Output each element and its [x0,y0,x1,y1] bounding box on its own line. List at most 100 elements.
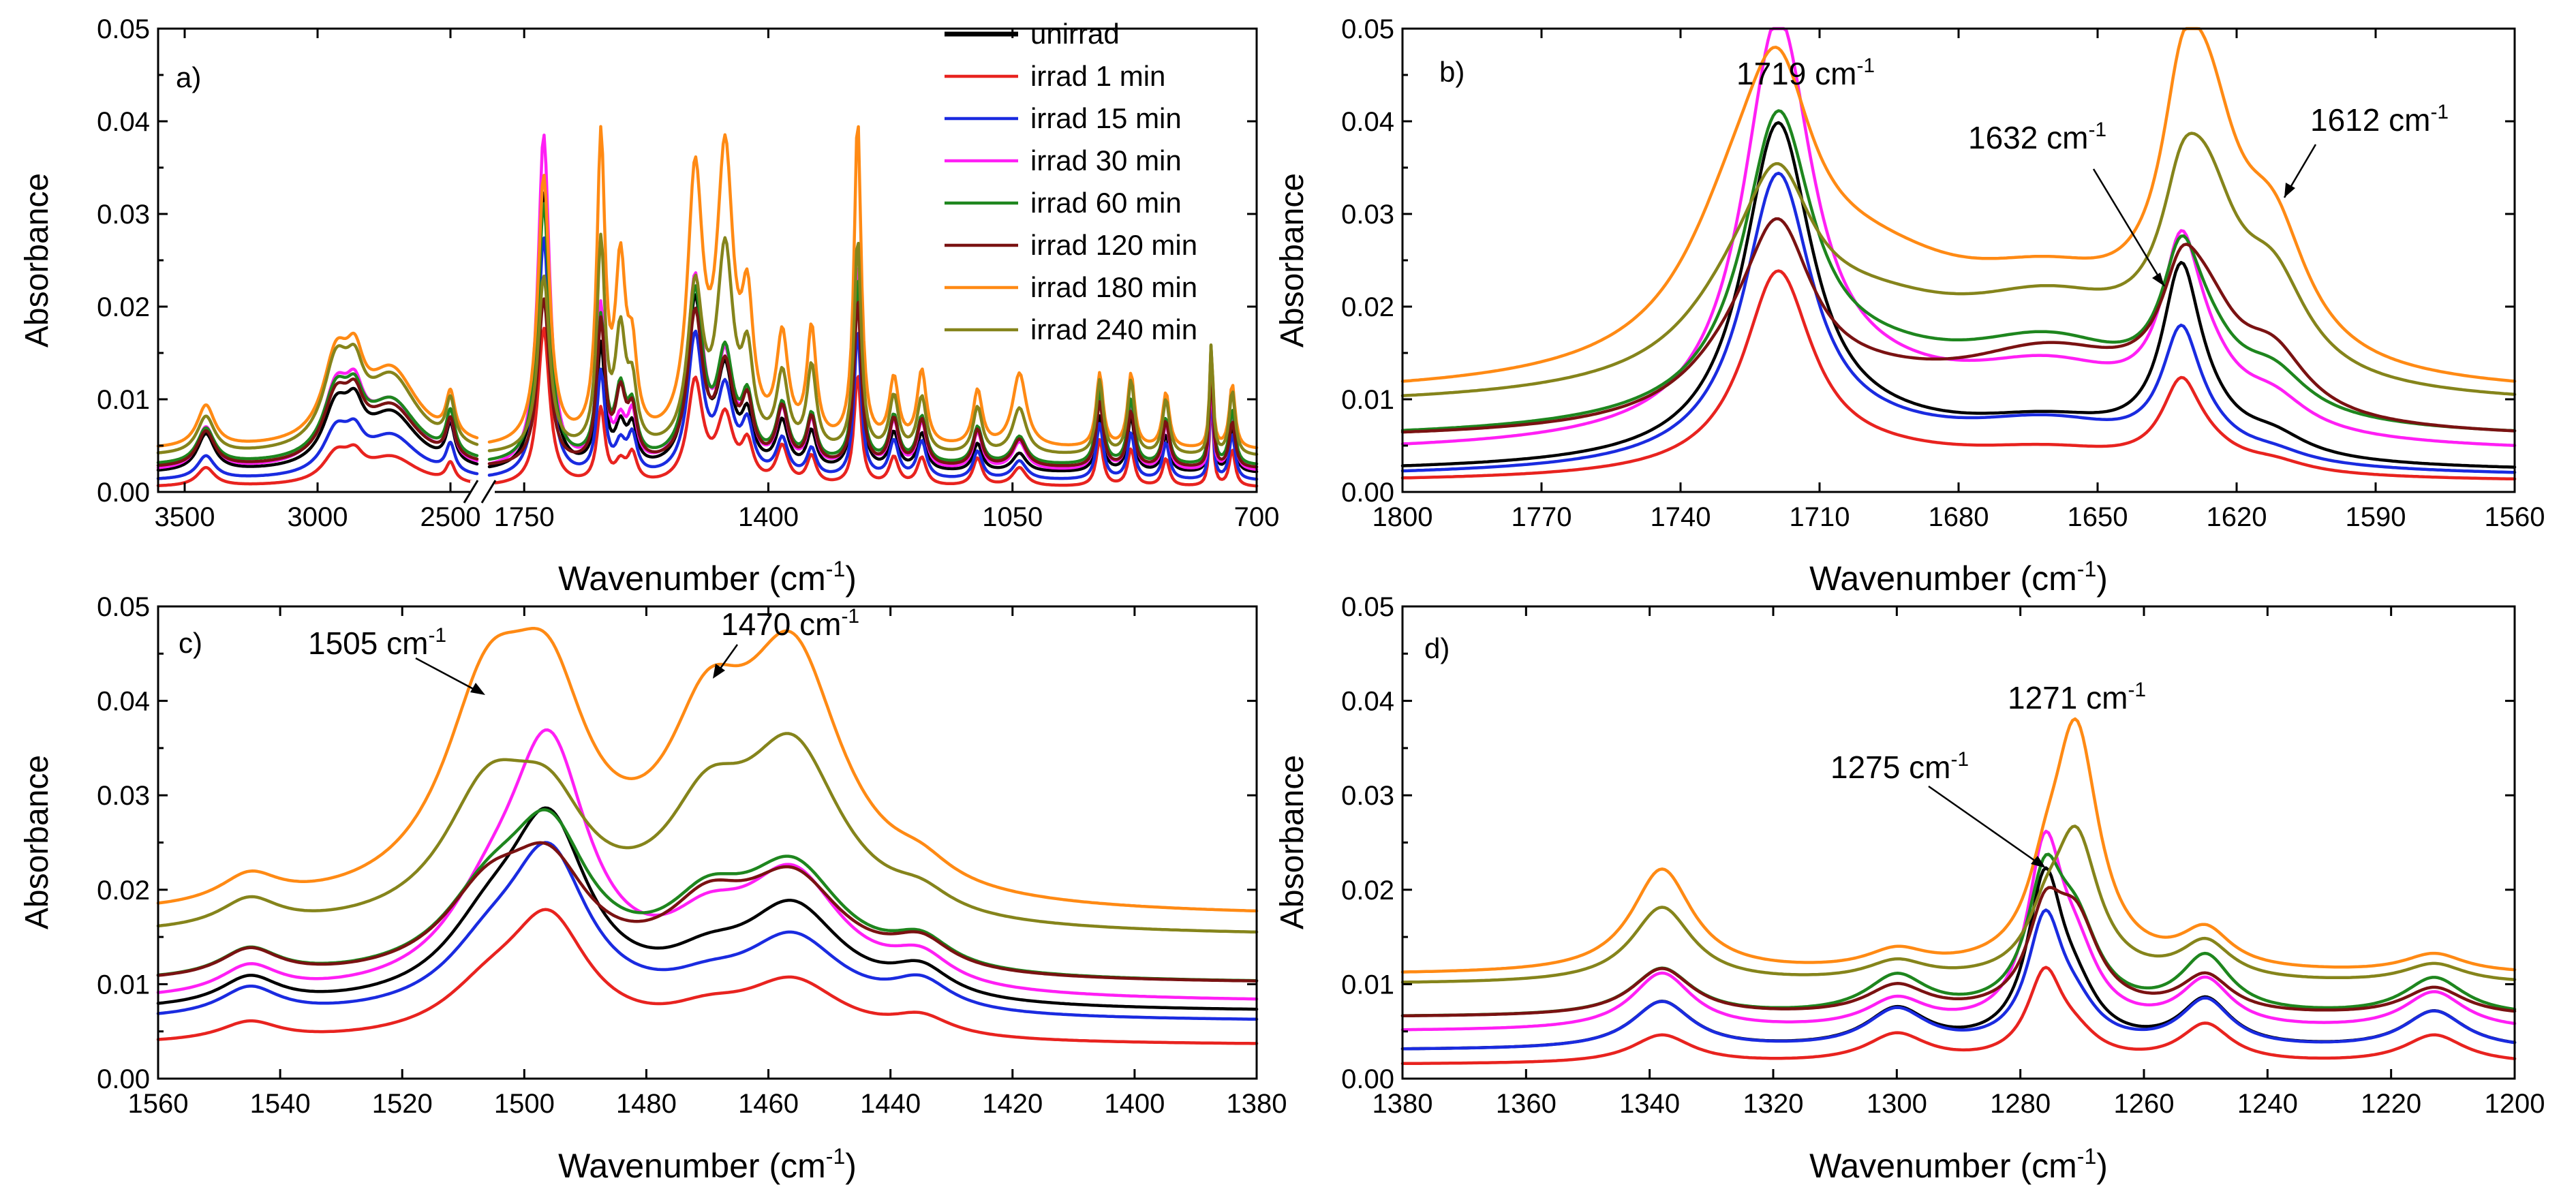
x-tick-label: 1480 [616,1089,677,1119]
series-line-unirrad [156,806,1259,1011]
series-line-irrad-240-min [487,232,1259,456]
series-line-irrad-120-min [156,841,1259,983]
y-tick-label: 0.00 [1341,1064,1394,1094]
series-line-irrad-180-min [156,627,1259,913]
x-tick-label: 1590 [2346,502,2406,532]
annotation-1275-arrow [1928,785,2038,864]
panel-a-x-ticks: 3500 3000 2500 1750 1400 1050 700 [155,29,1280,532]
y-tick-label: 0.03 [97,200,150,230]
series-line-unirrad [1400,121,2517,469]
y-tick-label: 0.05 [97,14,150,44]
annotation-1470: 1470 cm-1 [721,605,859,642]
panel-d-x-ticks: 1380 1360 1340 1320 1300 1280 1260 1240 1220 1200 [1373,606,2545,1119]
panel-a: 3500 3000 2500 1750 1400 1050 700 0.00 0.01 0.02… [19,14,1279,598]
legend-label: irrad 60 min [1030,187,1182,219]
panel-a-xlabel: Wavenumber (cm-1) [558,557,857,598]
y-tick-label: 0.01 [97,970,150,1000]
x-tick-label: 700 [1234,502,1280,532]
legend-label: irrad 1 min [1030,60,1165,92]
legend-label: irrad 240 min [1030,313,1197,345]
annotation-1271: 1271 cm-1 [2008,679,2146,715]
x-tick-label: 1420 [982,1089,1043,1119]
legend: unirrad irrad 1 min irrad 15 min irrad 30 m… [945,18,1197,345]
series-line-irrad-240-min [156,343,479,454]
legend-label: unirrad [1030,18,1120,50]
annotation-1505: 1505 cm-1 [308,624,446,661]
annotation-1632-arrow [2092,168,2166,287]
x-tick-label: 1260 [2114,1089,2175,1119]
y-tick-label: 0.01 [1341,385,1394,415]
x-tick-label: 1220 [2361,1089,2421,1119]
annotation-1632-arrowhead [2152,273,2164,286]
panel-d-xlabel: Wavenumber (cm-1) [1809,1144,2108,1185]
panel-a-y-ticks: 0.00 0.01 0.02 0.03 0.04 0.05 [97,14,1257,508]
legend-label: irrad 180 min [1030,271,1197,303]
y-tick-label: 0.00 [1341,478,1394,508]
x-tick-label: 1770 [1512,502,1572,532]
panel-c-frame [157,605,1258,1080]
series-line-irrad-60-min [1400,852,2517,1017]
y-tick-label: 0.02 [1341,876,1394,906]
series-line-irrad-15-min [1400,908,2517,1051]
panel-b-frame [1401,27,2516,493]
panel-b-y-ticks: 0.00 0.01 0.02 0.03 0.04 0.05 [1341,14,2515,508]
series-line-irrad-240-min [156,732,1259,934]
series-line-irrad-1-min [487,326,1259,488]
series-line-irrad-240-min [1400,824,2517,984]
annotation-1612-arrowhead [2284,183,2295,198]
annotation-1470-arrowhead [713,664,725,679]
legend-label: irrad 15 min [1030,102,1182,134]
series-line-irrad-30-min [156,728,1259,1001]
panel-c-x-ticks: 1560 1540 1520 1500 1480 1460 1440 1420 1400 1380 [128,606,1287,1119]
annotation-1275: 1275 cm-1 [1830,748,1969,785]
panel-b-curves [1400,27,2517,481]
x-tick-label: 3000 [288,502,348,532]
annotation-1505-arrow [415,657,478,692]
panel-d-ylabel: Absorbance [1274,755,1310,929]
panel-c-curves [156,627,1259,1045]
y-tick-label: 0.03 [1341,200,1394,230]
series-line-irrad-180-min [1400,27,2517,383]
panel-c: 1560 1540 1520 1500 1480 1460 1440 1420 1400 1380… [19,592,1287,1185]
x-tick-label: 1200 [2485,1089,2545,1119]
x-tick-label: 1520 [372,1089,433,1119]
x-tick-label: 1320 [1743,1089,1804,1119]
panel-a-ylabel: Absorbance [19,173,55,348]
y-tick-label: 0.05 [97,592,150,622]
y-tick-label: 0.04 [1341,687,1394,717]
series-line-irrad-60-min [156,808,1259,983]
y-tick-label: 0.00 [97,1064,150,1094]
series-line-irrad-120-min [156,377,479,467]
panel-d-label: d) [1424,632,1450,664]
x-tick-label: 1380 [1373,1089,1433,1119]
legend-label: irrad 120 min [1030,229,1197,261]
x-tick-label: 1050 [982,502,1043,532]
panel-c-y-ticks: 0.00 0.01 0.02 0.03 0.04 0.05 [97,592,1257,1094]
series-line-irrad-120-min [1400,217,2517,434]
y-tick-label: 0.04 [97,107,150,137]
legend-label: irrad 30 min [1030,144,1182,176]
series-line-irrad-15-min [1400,171,2517,474]
x-tick-label: 1400 [1104,1089,1165,1119]
y-tick-label: 0.04 [1341,107,1394,137]
x-tick-label: 1560 [128,1089,189,1119]
axis-break-mark-left [463,480,479,504]
series-line-irrad-1-min [156,908,1259,1045]
x-tick-label: 1400 [738,502,799,532]
x-tick-label: 1240 [2237,1089,2298,1119]
series-line-irrad-60-min [1400,109,2517,433]
axis-break-mark-right [480,480,497,504]
y-tick-label: 0.02 [97,876,150,906]
x-tick-label: 1800 [1373,502,1433,532]
series-line-irrad-1-min [1400,269,2517,481]
y-tick-label: 0.00 [97,478,150,508]
y-tick-label: 0.02 [1341,292,1394,322]
annotation-1612: 1612 cm-1 [2310,101,2449,138]
y-tick-label: 0.03 [97,781,150,811]
panel-d: 1380 1360 1340 1320 1300 1280 1260 1240 1220 1200… [1274,592,2545,1185]
panel-b-xlabel: Wavenumber (cm-1) [1809,557,2108,598]
panel-c-xlabel: Wavenumber (cm-1) [558,1144,857,1185]
x-tick-label: 1620 [2207,502,2267,532]
y-tick-label: 0.04 [97,687,150,717]
annotation-1275-arrowhead [2031,856,2046,868]
